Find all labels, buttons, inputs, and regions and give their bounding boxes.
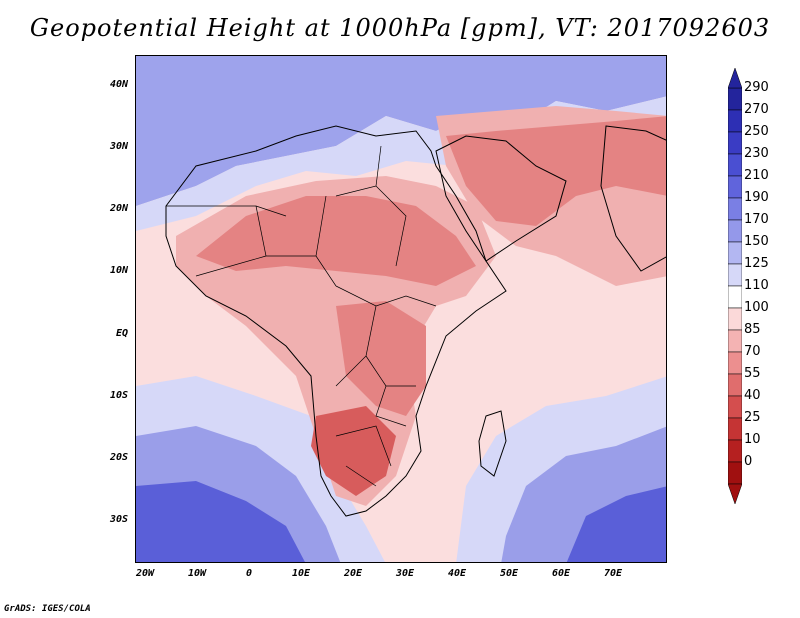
lat-label-30s: 30S	[109, 514, 128, 525]
lon-label-0: 0	[245, 568, 253, 579]
sahara-low-zone	[196, 196, 476, 286]
colorbar-cell	[728, 219, 742, 243]
lat-label-40n: 40N	[109, 79, 128, 90]
colorbar-label: 40	[744, 388, 761, 403]
colorbar-label: 125	[744, 256, 769, 271]
lat-label-10n: 10N	[109, 265, 128, 276]
colorbar-cell	[728, 131, 742, 155]
lon-label-50e: 50E	[499, 568, 519, 579]
southern-africa-minimum-zone	[311, 406, 396, 496]
colorbar-cell	[728, 307, 742, 331]
colorbar-cell	[728, 153, 742, 177]
colorbar-label: 210	[744, 168, 769, 183]
north-high-pressure-zone	[136, 56, 666, 206]
colorbar-bottom-arrow	[728, 483, 742, 505]
lon-label-60e: 60E	[551, 568, 571, 579]
colorbar-label: 10	[744, 432, 761, 447]
colorbar-cell	[728, 285, 742, 309]
lon-label-10e: 10E	[291, 568, 311, 579]
colorbar-top-arrow	[728, 68, 742, 89]
south-east-ocean-high-zone	[566, 486, 666, 562]
colorbar-cell	[728, 461, 742, 485]
colorbar-cell	[728, 439, 742, 463]
lat-label-20s: 20S	[109, 452, 128, 463]
colorbar-cell	[728, 263, 742, 287]
lon-label-20e: 20E	[343, 568, 363, 579]
colorbar-cell	[728, 417, 742, 441]
lat-label-30n: 30N	[109, 141, 128, 152]
africa-coastline	[165, 125, 507, 517]
lat-label-20n: 20N	[109, 203, 128, 214]
colorbar-cell	[728, 351, 742, 375]
colorbar-label: 190	[744, 190, 769, 205]
colorbar-label: 55	[744, 366, 761, 381]
colorbar-cell	[728, 329, 742, 353]
colorbar-label: 170	[744, 212, 769, 227]
colorbar-label: 290	[744, 80, 769, 95]
colorbar-cell	[728, 241, 742, 265]
india-outline	[600, 125, 666, 272]
colorbar-label: 110	[744, 278, 769, 293]
colorbar-cell	[728, 87, 742, 111]
colorbar-label: 230	[744, 146, 769, 161]
map-title: Geopotential Height at 1000hPa [gpm], VT…	[29, 14, 771, 42]
lat-label-eq: EQ	[115, 328, 128, 339]
south-ocean-high-zone	[136, 481, 305, 562]
colorbar	[728, 68, 742, 505]
lon-label-40e: 40E	[447, 568, 467, 579]
colorbar-cell	[728, 197, 742, 221]
colorbar-label: 100	[744, 300, 769, 315]
colorbar-cell	[728, 109, 742, 133]
arabian-peninsula-outline	[435, 135, 567, 262]
colorbar-label: 150	[744, 234, 769, 249]
colorbar-label: 0	[744, 454, 753, 469]
lat-label-10s: 10S	[109, 390, 128, 401]
madagascar-outline	[478, 410, 507, 477]
arabia-low-zone	[446, 116, 666, 226]
colorbar-cell	[728, 395, 742, 419]
lon-label-20w: 20W	[135, 568, 155, 579]
grads-credit: GrADS: IGES/COLA	[4, 604, 91, 614]
central-africa-low-zone	[336, 301, 426, 416]
lon-label-10w: 10W	[187, 568, 207, 579]
map-plot-area	[135, 55, 667, 563]
lon-label-30e: 30E	[395, 568, 415, 579]
colorbar-label: 270	[744, 102, 769, 117]
colorbar-label: 25	[744, 410, 761, 425]
colorbar-label: 85	[744, 322, 761, 337]
colorbar-label: 250	[744, 124, 769, 139]
lon-label-70e: 70E	[603, 568, 623, 579]
colorbar-cell	[728, 175, 742, 199]
geopotential-map	[136, 56, 666, 562]
country-borders	[166, 145, 437, 487]
colorbar-label: 70	[744, 344, 761, 359]
colorbar-cell	[728, 373, 742, 397]
